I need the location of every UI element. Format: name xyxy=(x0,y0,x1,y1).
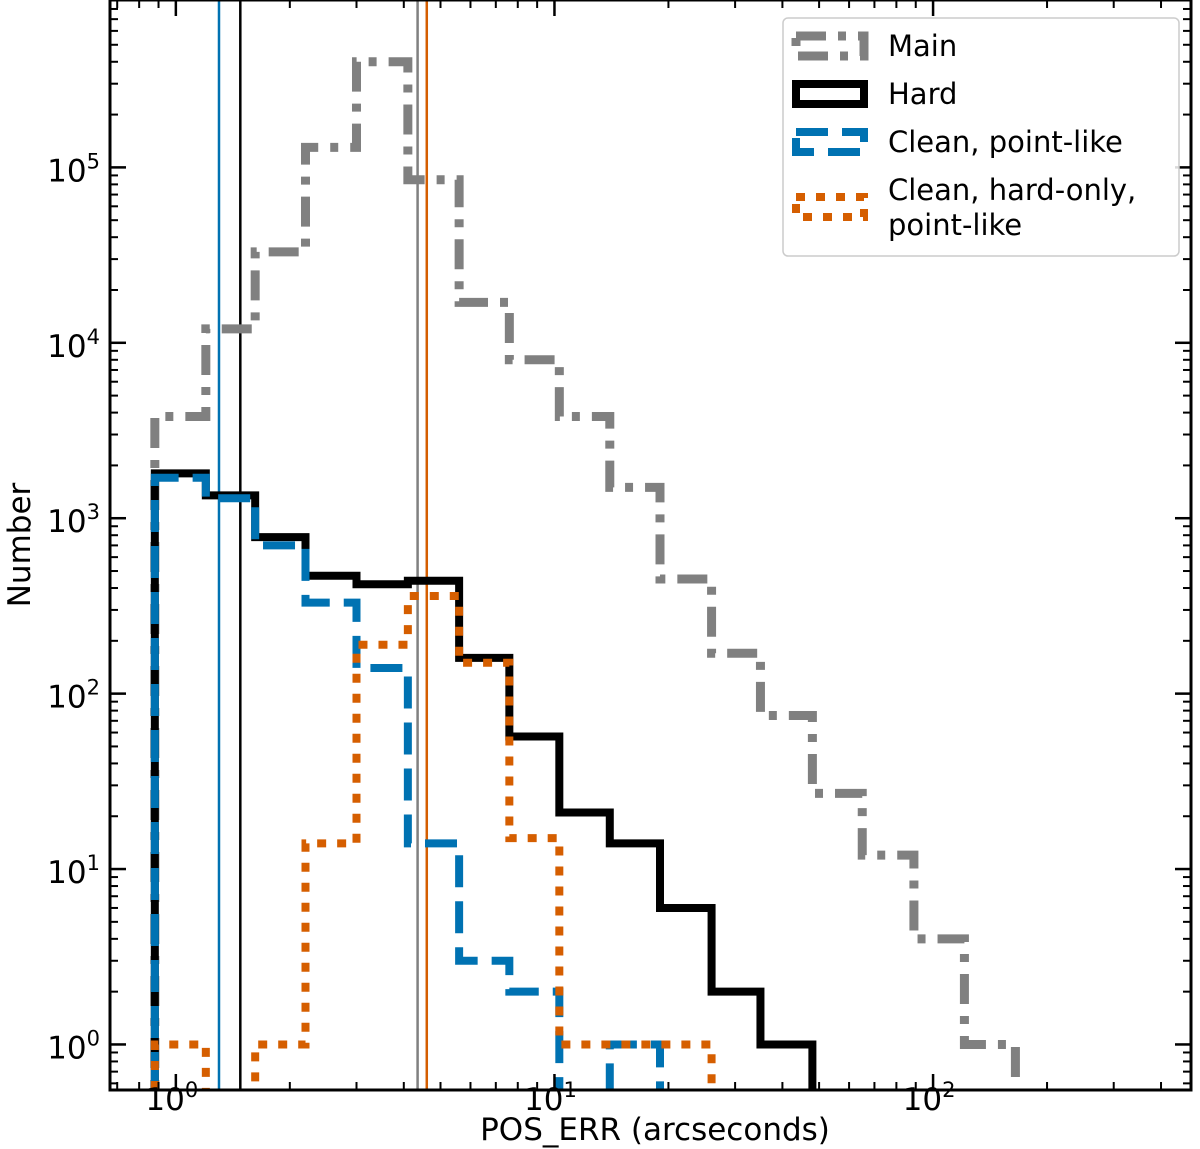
histogram-series xyxy=(150,57,1020,1090)
x-tick-label: 102 xyxy=(903,1078,956,1118)
legend-handle xyxy=(792,193,868,221)
legend-label: Clean, point-like xyxy=(888,125,1123,159)
legend-label: point-like xyxy=(888,208,1022,242)
legend: Main Hard Clean, point-like Clean, hard-onl… xyxy=(782,17,1180,257)
legend-handle xyxy=(792,128,868,156)
y-tick-label: 100 xyxy=(47,1026,100,1066)
y-tick-label: 104 xyxy=(47,325,100,365)
legend-label: Main xyxy=(888,29,957,63)
legend-handle xyxy=(791,31,869,61)
y-tick-label: 105 xyxy=(47,149,100,189)
x-tick-labels: 100 101 102 xyxy=(145,1078,955,1118)
series-main xyxy=(150,57,1020,1090)
x-tick-label: 101 xyxy=(524,1078,577,1118)
y-tick-label: 103 xyxy=(47,500,100,540)
series-clean-hard-only-point-like xyxy=(150,592,716,1090)
y-tick-label: 101 xyxy=(47,851,100,891)
legend-label: Hard xyxy=(888,77,957,111)
x-axis-label: POS_ERR (arcseconds) xyxy=(480,1112,830,1148)
legend-handle xyxy=(792,80,868,108)
plot-frame xyxy=(108,0,1193,1092)
series-hard xyxy=(150,469,817,1090)
legend-box xyxy=(782,17,1180,257)
legend-label: Clean, hard-only, xyxy=(888,173,1136,207)
x-tick-label: 100 xyxy=(145,1078,198,1118)
y-tick-labels: 100 101 102 103 104 105 xyxy=(47,149,100,1066)
y-tick-label: 102 xyxy=(47,676,100,716)
series-clean-point-like xyxy=(150,473,665,1090)
y-axis-label: Number xyxy=(2,482,38,607)
